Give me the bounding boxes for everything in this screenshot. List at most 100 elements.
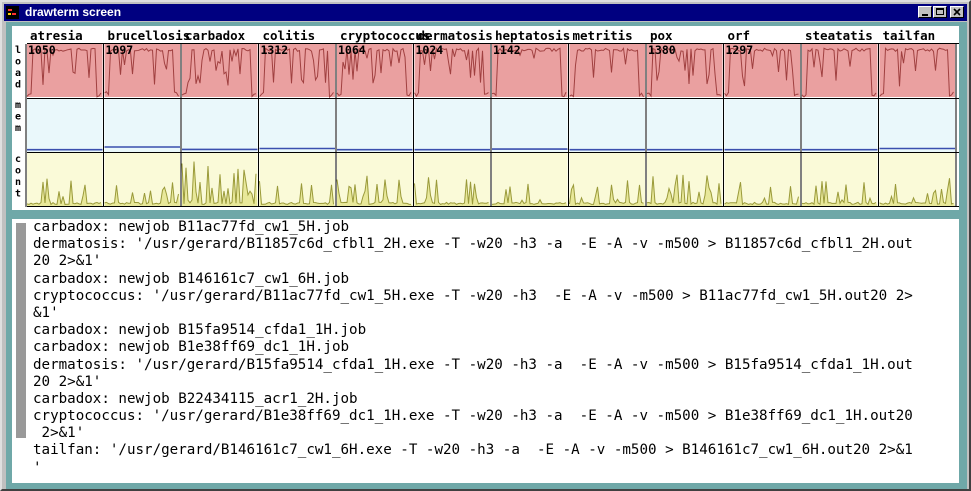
row-label-letter: a xyxy=(15,68,21,79)
mem-graph xyxy=(337,99,413,152)
terminal-line: carbadox: newjob B22434115_acr1_2H.job xyxy=(33,390,358,407)
maximize-button[interactable] xyxy=(933,6,947,18)
terminal-line: tailfan: '/usr/gerard/B146161c7_cw1_6H.e… xyxy=(33,442,913,459)
row-label-letter: n xyxy=(15,177,21,188)
terminal-scrollbar[interactable] xyxy=(16,223,26,479)
machine-name: pox xyxy=(650,28,673,43)
terminal-line: &1' xyxy=(33,304,59,321)
terminal-line: dermatosis: '/usr/gerard/B11857c6d_cfbl1… xyxy=(33,236,913,253)
mem-graph xyxy=(647,99,723,152)
title-bar[interactable]: drawterm screen xyxy=(4,4,967,21)
stats-panel: l o a d m e m c o n t atresia 1050 brucellosis 1097 car… xyxy=(12,26,959,210)
terminal-line: carbadox: newjob B146161c7_cw1_6H.job xyxy=(33,270,350,287)
minimize-button[interactable] xyxy=(918,6,932,18)
machine-name: orf xyxy=(728,28,751,43)
cont-graph xyxy=(259,153,335,206)
terminal-line: carbadox: newjob B1e38ff69_dc1_1H.job xyxy=(33,339,350,356)
cont-line xyxy=(259,181,334,205)
drawterm-app-icon[interactable] xyxy=(6,6,19,19)
load-line xyxy=(724,47,799,97)
load-value: 1312 xyxy=(261,43,289,57)
mem-graph xyxy=(879,99,955,152)
machine-name: dermatosis xyxy=(418,28,493,43)
close-icon xyxy=(953,8,961,16)
cont-line xyxy=(569,180,644,205)
load-line xyxy=(26,47,102,98)
load-graph xyxy=(569,44,645,97)
machine-name: cryptococcus xyxy=(340,28,430,43)
row-label-letter: c xyxy=(15,154,21,165)
load-line xyxy=(259,47,334,99)
load-graph xyxy=(802,44,878,97)
load-line xyxy=(181,47,257,98)
cont-line xyxy=(104,182,179,205)
mem-graph xyxy=(492,99,568,152)
cont-area xyxy=(259,181,335,206)
scrollbar-thumb[interactable] xyxy=(16,223,26,438)
machine-name: carbadox xyxy=(185,28,246,43)
load-line xyxy=(879,47,954,97)
machine-name: colitis xyxy=(263,28,316,43)
cont-graph xyxy=(569,153,645,206)
cont-area xyxy=(492,183,568,206)
terminal-line: cryptococcus: '/usr/gerard/B11ac77fd_cw1… xyxy=(33,287,913,304)
row-label-letter: e xyxy=(15,112,21,123)
load-value: 1380 xyxy=(648,43,676,57)
machine-name: atresia xyxy=(30,28,83,43)
cont-graph xyxy=(802,153,878,206)
row-label-letter: m xyxy=(15,123,21,134)
load-value: 1050 xyxy=(28,43,56,57)
load-value: 1024 xyxy=(416,43,444,57)
terminal-line: 2>&1' xyxy=(33,425,85,442)
cont-line xyxy=(879,178,954,205)
cont-line xyxy=(491,183,567,205)
row-label-letter: m xyxy=(15,100,21,111)
mem-graph xyxy=(802,99,878,152)
cont-line xyxy=(181,161,257,205)
machine-name: steatatis xyxy=(805,28,873,43)
load-line xyxy=(104,47,179,97)
load-value: 1097 xyxy=(106,43,134,57)
cont-line xyxy=(336,175,412,205)
cont-area xyxy=(414,177,490,206)
load-line xyxy=(801,47,877,98)
terminal-line: 20 2>&1' xyxy=(33,253,102,270)
terminal-line: dermatosis: '/usr/gerard/B15fa9514_cfda1… xyxy=(33,356,913,373)
row-label-letter: l xyxy=(15,45,21,56)
mem-graph xyxy=(569,99,645,152)
machine-name: tailfan xyxy=(883,28,936,43)
cont-area xyxy=(879,178,955,206)
cont-graph xyxy=(724,153,800,206)
machine-name: brucellosis xyxy=(108,28,191,43)
cont-line xyxy=(414,177,489,205)
minimize-icon xyxy=(922,14,928,16)
load-value: 1142 xyxy=(493,43,521,57)
mem-graph xyxy=(724,99,800,152)
load-line xyxy=(646,47,722,98)
terminal-line: 20 2>&1' xyxy=(33,373,102,390)
mem-graph xyxy=(414,99,490,152)
cont-graph xyxy=(27,153,103,206)
machine-stats-graph: loadmemcontatresia1050brucellosis1097car… xyxy=(15,28,959,207)
cont-line xyxy=(801,181,877,206)
cont-graph xyxy=(414,153,490,206)
window-title: drawterm screen xyxy=(25,5,122,19)
terminal-output[interactable]: carbadox: newjob B11ac77fd_cw1_5H.job der… xyxy=(33,219,957,477)
mem-graph xyxy=(182,99,258,152)
machine-name: heptatosis xyxy=(495,28,570,43)
cont-line xyxy=(646,174,722,206)
terminal-line: carbadox: newjob B15fa9514_cfda1_1H.job xyxy=(33,322,367,339)
load-value: 1064 xyxy=(338,43,366,57)
row-label-letter: o xyxy=(15,57,21,68)
load-graph xyxy=(182,44,258,97)
terminal-line: ' xyxy=(33,459,42,476)
load-graph xyxy=(104,44,180,97)
close-button[interactable] xyxy=(950,6,964,18)
terminal-window[interactable]: carbadox: newjob B11ac77fd_cw1_5H.job der… xyxy=(12,219,959,483)
load-line xyxy=(336,47,412,97)
terminal-line: cryptococcus: '/usr/gerard/B1e38ff69_dc1… xyxy=(33,408,913,425)
load-line xyxy=(414,46,489,98)
mem-graph xyxy=(104,99,180,152)
row-label-letter: d xyxy=(15,80,21,91)
